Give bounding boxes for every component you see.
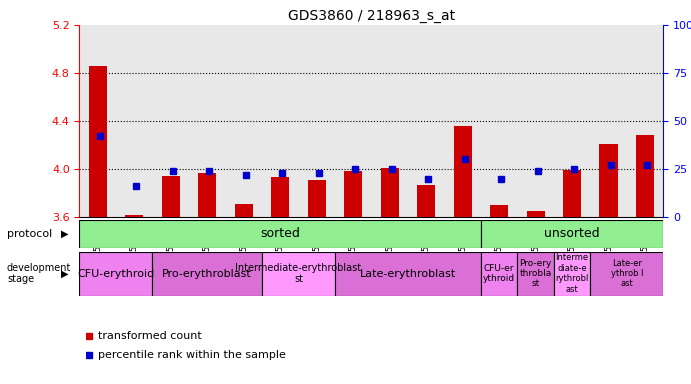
Text: unsorted: unsorted	[545, 227, 600, 240]
Bar	[153, 252, 262, 296]
Bar	[490, 205, 509, 217]
Text: Interme
diate-e
rythrobl
ast: Interme diate-e rythrobl ast	[556, 253, 589, 294]
Text: ▶: ▶	[61, 229, 68, 239]
Bar	[335, 252, 481, 296]
Bar	[554, 252, 590, 296]
Text: Intermediate-erythroblast
st: Intermediate-erythroblast st	[236, 263, 361, 285]
Bar	[518, 252, 554, 296]
Bar	[417, 185, 435, 217]
Bar	[600, 144, 618, 217]
Text: Pro-erythroblast: Pro-erythroblast	[162, 268, 252, 279]
Bar	[381, 168, 399, 217]
Bar	[234, 204, 253, 217]
Bar	[162, 176, 180, 217]
Bar	[344, 171, 362, 217]
Text: CFU-erythroid: CFU-erythroid	[77, 268, 155, 279]
Bar	[88, 66, 107, 217]
Bar	[262, 252, 335, 296]
Text: development
stage: development stage	[7, 263, 71, 285]
Bar	[590, 252, 663, 296]
Text: Late-erythroblast: Late-erythroblast	[360, 268, 456, 279]
Bar	[125, 215, 143, 217]
Text: Pro-ery
throbla
st: Pro-ery throbla st	[520, 259, 552, 288]
Text: ▶: ▶	[61, 268, 68, 279]
Text: CFU-er
ythroid: CFU-er ythroid	[483, 264, 515, 283]
Bar	[481, 252, 518, 296]
Text: transformed count: transformed count	[98, 331, 202, 341]
Bar	[307, 180, 325, 217]
Bar	[198, 172, 216, 217]
Bar	[79, 252, 153, 296]
Bar	[271, 177, 290, 217]
Bar	[481, 220, 663, 248]
Bar	[636, 136, 654, 217]
Bar	[79, 220, 481, 248]
Title: GDS3860 / 218963_s_at: GDS3860 / 218963_s_at	[288, 8, 455, 23]
Bar	[563, 170, 581, 217]
Text: protocol: protocol	[7, 229, 52, 239]
Bar	[527, 211, 545, 217]
Bar	[453, 126, 472, 217]
Text: sorted: sorted	[261, 227, 300, 240]
Text: Late-er
ythrob l
ast: Late-er ythrob l ast	[611, 259, 643, 288]
Text: percentile rank within the sample: percentile rank within the sample	[98, 350, 286, 360]
